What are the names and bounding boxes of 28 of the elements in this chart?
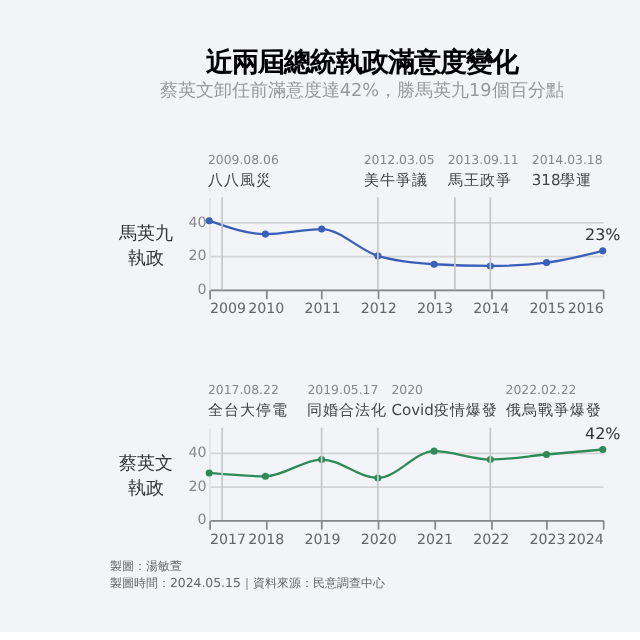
- x-tick-label: 2017: [210, 529, 247, 548]
- x-tick-label: 2018: [248, 529, 286, 548]
- x-tick-label: 2021: [416, 529, 453, 548]
- x-tick-label: 2010: [248, 299, 286, 318]
- y-tick-label: 40: [188, 443, 208, 462]
- y-axis-title: 馬英九執政: [117, 222, 174, 270]
- x-tick-label: 2013: [416, 299, 453, 318]
- y-tick-label: 0: [197, 510, 208, 529]
- data-label: 42%: [585, 424, 622, 443]
- y-tick-label: 20: [188, 476, 208, 495]
- x-tick-label: 2009: [210, 299, 247, 318]
- x-tick-label: 2020: [360, 529, 398, 548]
- data-label: 23%: [585, 226, 622, 245]
- x-tick-label: 2016: [567, 299, 605, 318]
- x-tick-label: 2024: [567, 529, 605, 548]
- y-tick-label: 0: [197, 279, 208, 298]
- y-axis-title: 蔡英文執政: [119, 453, 174, 501]
- x-tick-label: 2011: [304, 299, 341, 318]
- y-tick-label: 40: [188, 212, 208, 231]
- x-tick-label: 2014: [473, 299, 511, 318]
- x-tick-label: 2023: [529, 529, 566, 548]
- x-tick-label: 2012: [360, 299, 397, 318]
- chart-subtitle: 蔡英文卸任前滿意度達42%，勝馬英九19個百分點: [159, 80, 564, 103]
- y-tick-label: 20: [188, 246, 208, 265]
- chart-title: 近兩屆總統執政滿意度變化: [203, 47, 520, 80]
- x-tick-label: 2022: [473, 529, 510, 548]
- x-tick-label: 2019: [304, 529, 341, 548]
- x-tick-label: 2015: [529, 299, 566, 318]
